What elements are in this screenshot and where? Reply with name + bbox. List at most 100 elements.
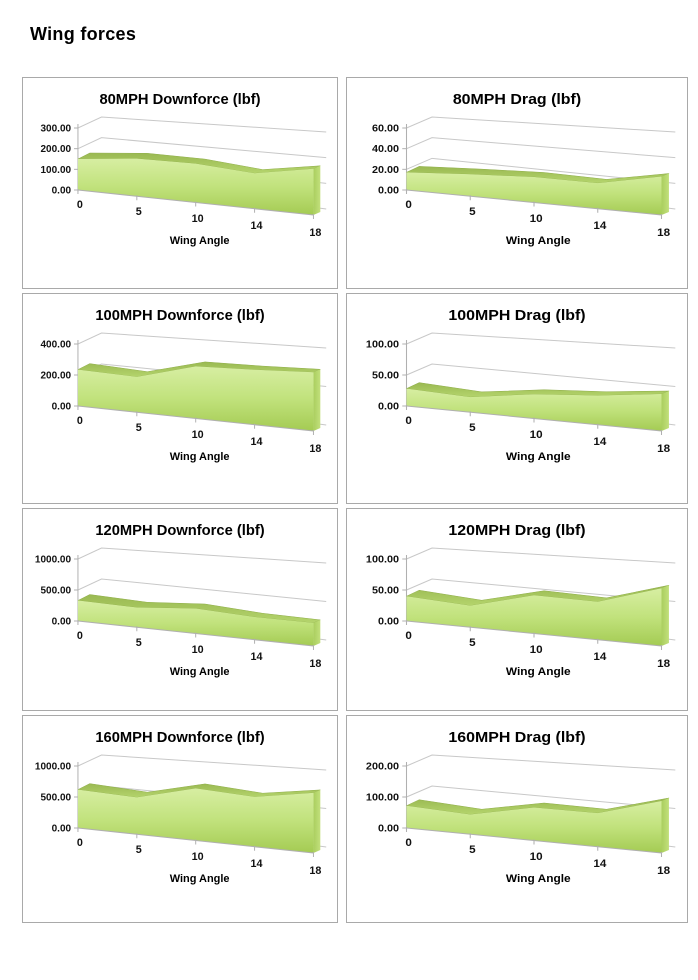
y-axis-tick-label: 400.00 bbox=[40, 339, 71, 350]
x-axis-tick-label: 18 bbox=[657, 865, 670, 877]
gridline bbox=[406, 785, 676, 809]
area-front-face bbox=[406, 388, 662, 431]
x-axis-tick-label: 5 bbox=[136, 422, 142, 434]
x-axis-tick-label: 0 bbox=[405, 199, 412, 211]
y-axis-tick-label: 0.00 bbox=[378, 823, 399, 835]
chart-title: 160MPH Drag (lbf) bbox=[448, 729, 585, 745]
area-side-face bbox=[661, 173, 669, 215]
gridline bbox=[406, 754, 676, 771]
gridline bbox=[77, 578, 327, 602]
gridline bbox=[77, 137, 327, 159]
chart-canvas: 80MPH Downforce (lbf)300.00200.00100.000… bbox=[40, 92, 327, 247]
x-axis-tick-label: 10 bbox=[530, 213, 543, 225]
area-front-face bbox=[406, 801, 662, 853]
x-axis-tick-label: 5 bbox=[469, 844, 476, 856]
x-axis-title: Wing Angle bbox=[170, 666, 230, 678]
area-side-face bbox=[313, 369, 321, 431]
x-axis-tick-label: 0 bbox=[77, 837, 83, 849]
chart-title: 100MPH Drag (lbf) bbox=[448, 307, 585, 323]
y-axis-tick-label: 200.00 bbox=[366, 761, 399, 773]
x-axis-tick-label: 18 bbox=[309, 865, 321, 877]
chart-panel: 80MPH Downforce (lbf) 300.00 200.00 100.00 0… bbox=[22, 77, 338, 289]
y-axis-tick-label: 200.00 bbox=[40, 144, 71, 155]
chart-panel: 120MPH Drag (lbf) 100.00 50.00 0.00 0 5 10 14 18… bbox=[346, 508, 688, 711]
x-axis-title: Wing Angle bbox=[506, 666, 571, 678]
y-axis-tick-label: 0.00 bbox=[52, 823, 72, 834]
x-axis-tick-label: 5 bbox=[136, 206, 142, 218]
x-axis-tick-label: 14 bbox=[251, 436, 263, 448]
y-axis-tick-label: 0.00 bbox=[378, 401, 399, 413]
x-axis-tick-label: 10 bbox=[192, 851, 204, 863]
y-axis-tick-label: 0.00 bbox=[378, 185, 399, 197]
y-axis-tick-label: 300.00 bbox=[40, 123, 71, 134]
x-axis-tick-label: 0 bbox=[405, 837, 412, 849]
x-axis-title: Wing Angle bbox=[170, 451, 230, 463]
x-axis-tick-label: 14 bbox=[593, 858, 607, 870]
area-front-face bbox=[77, 788, 314, 853]
x-axis-tick-label: 10 bbox=[530, 851, 543, 863]
x-axis-tick-label: 18 bbox=[657, 227, 670, 239]
x-axis-tick-label: 0 bbox=[77, 415, 83, 427]
x-axis-tick-label: 14 bbox=[251, 651, 263, 663]
chart-title: 100MPH Downforce (lbf) bbox=[95, 308, 264, 324]
chart-canvas: 120MPH Drag (lbf) 100.00 50.00 0.00 0 5 10 14 18… bbox=[366, 522, 676, 678]
x-axis-tick-label: 10 bbox=[530, 644, 543, 656]
x-axis-title: Wing Angle bbox=[170, 873, 230, 885]
chart-panel: 120MPH Downforce (lbf) 1000.00 500.00 0.00 0… bbox=[22, 508, 338, 711]
x-axis-title: Wing Angle bbox=[170, 235, 230, 247]
x-axis-tick-label: 5 bbox=[469, 206, 476, 218]
gridline bbox=[77, 547, 327, 564]
x-axis-tick-label: 10 bbox=[192, 429, 204, 441]
x-axis-title: Wing Angle bbox=[506, 235, 571, 247]
gridline bbox=[406, 363, 676, 387]
x-axis-title: Wing Angle bbox=[506, 873, 571, 885]
chart-canvas: 100MPH Downforce (lbf) 400.00 200.00 0.00 0 5… bbox=[40, 308, 327, 463]
x-axis-tick-label: 14 bbox=[593, 436, 607, 448]
gridline bbox=[406, 157, 676, 184]
gridline bbox=[406, 137, 676, 159]
x-axis-tick-label: 0 bbox=[77, 199, 83, 211]
y-axis-tick-label: 0.00 bbox=[52, 401, 72, 412]
gridline bbox=[77, 332, 327, 349]
area-top-face bbox=[77, 361, 321, 378]
y-axis-tick-label: 0.00 bbox=[52, 185, 72, 196]
area-side-face bbox=[313, 789, 321, 853]
area-side-face bbox=[313, 619, 321, 646]
y-axis-tick-label: 100.00 bbox=[366, 792, 399, 804]
y-axis-tick-label: 1000.00 bbox=[35, 761, 72, 772]
area-front-face bbox=[77, 158, 314, 215]
y-axis-tick-label: 0.00 bbox=[52, 616, 72, 627]
y-axis-tick-label: 40.00 bbox=[372, 143, 399, 155]
chart-canvas: 80MPH Drag (lbf) 60.00 40.00 20.00 0.00 0 5 10 1… bbox=[372, 91, 676, 247]
page-title: Wing forces bbox=[30, 24, 137, 44]
y-axis-tick-label: 1000.00 bbox=[35, 554, 72, 565]
x-axis-tick-label: 14 bbox=[593, 220, 607, 232]
y-axis-tick-label: 100.00 bbox=[40, 165, 71, 176]
chart-panel: 100MPH Downforce (lbf) 400.00 200.00 0.00 0 5… bbox=[22, 293, 338, 504]
x-axis-tick-label: 18 bbox=[309, 658, 321, 670]
x-axis-tick-label: 18 bbox=[657, 658, 670, 670]
gridline bbox=[77, 116, 327, 133]
x-axis-tick-label: 0 bbox=[405, 630, 412, 642]
chart-title: 120MPH Downforce (lbf) bbox=[95, 523, 264, 539]
chart-canvas: 120MPH Downforce (lbf) 1000.00 500.00 0.00 0… bbox=[35, 523, 327, 678]
y-axis-tick-label: 0.00 bbox=[378, 616, 399, 628]
x-axis-tick-label: 5 bbox=[136, 637, 142, 649]
y-axis-tick-label: 50.00 bbox=[372, 585, 399, 597]
charts-grid: 80MPH Downforce (lbf) 300.00 200.00 100.00 0… bbox=[22, 77, 688, 923]
area-side-face bbox=[661, 391, 669, 431]
gridline bbox=[406, 116, 676, 133]
x-axis-tick-label: 14 bbox=[251, 858, 263, 870]
chart-panel: 160MPH Downforce (lbf) 1000.00 500.00 0.00 0… bbox=[22, 715, 338, 923]
x-axis-tick-label: 10 bbox=[530, 429, 543, 441]
chart-canvas: 160MPH Drag (lbf) 200.00 100.00 0.00 0 5 10 14 1… bbox=[366, 729, 676, 885]
area-side-face bbox=[661, 585, 669, 646]
x-axis-tick-label: 5 bbox=[469, 422, 476, 434]
x-axis-title: Wing Angle bbox=[506, 451, 571, 463]
chart-panel: 100MPH Drag (lbf) 100.00 50.00 0.00 0 5 10 14 18… bbox=[346, 293, 688, 504]
x-axis-tick-label: 14 bbox=[593, 651, 607, 663]
area-front-face bbox=[77, 600, 314, 646]
area-front-face bbox=[406, 588, 662, 646]
gridline bbox=[406, 547, 676, 564]
gridline bbox=[406, 332, 676, 349]
